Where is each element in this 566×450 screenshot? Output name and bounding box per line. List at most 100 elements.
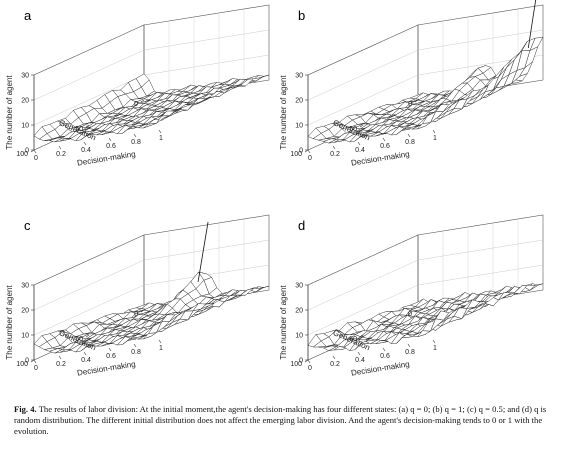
wall-gridline <box>417 29 544 51</box>
z-tick-label: 0 <box>299 358 303 365</box>
x-tick-label: 0.2 <box>56 151 66 158</box>
x-tick-label: 0.8 <box>405 139 415 146</box>
wall-gridline <box>307 49 419 101</box>
x-tick-label: 0.2 <box>330 361 340 368</box>
x-tick-label: 1 <box>433 345 437 352</box>
x-tick-mark <box>133 133 137 138</box>
y-tick-mark <box>30 359 35 363</box>
x-tick-label: 0.6 <box>380 353 390 360</box>
wall-gridline <box>33 284 145 336</box>
x-tick-label: 0 <box>308 365 312 372</box>
x-tick-mark <box>58 355 62 360</box>
panel-label: d <box>298 218 305 233</box>
panel-label: c <box>24 218 31 233</box>
x-tick-mark <box>332 355 336 360</box>
x-tick-mark <box>158 339 162 344</box>
x-tick-label: 0.8 <box>131 349 141 356</box>
wall-gridline <box>143 29 270 51</box>
z-tick-label: 20 <box>21 308 29 315</box>
wall-gridline <box>417 239 544 261</box>
surface-cell <box>427 104 442 116</box>
y-tick-label: 0 <box>408 311 412 318</box>
z-axis-label: The number of agent <box>5 75 14 150</box>
wall-gridline <box>417 264 544 286</box>
y-tick-label: 100 <box>16 361 28 368</box>
wall-gridline <box>33 49 145 101</box>
surface-cell <box>422 111 437 124</box>
z-tick-label: 10 <box>21 333 29 340</box>
x-tick-mark <box>407 343 411 348</box>
y-tick-mark <box>414 99 419 103</box>
x-tick-mark <box>158 129 162 134</box>
y-tick-label: 0 <box>408 101 412 108</box>
z-tick-label: 20 <box>295 308 303 315</box>
x-tick-mark <box>307 359 311 364</box>
wall-gridline <box>33 74 145 126</box>
x-tick-mark <box>133 343 137 348</box>
x-tick-label: 1 <box>433 135 437 142</box>
y-tick-label: 50 <box>349 126 357 133</box>
surface-mesh <box>307 283 544 352</box>
z-axis-label: The number of agent <box>279 75 288 150</box>
x-tick-mark <box>83 351 87 356</box>
y-tick-mark <box>359 334 364 338</box>
x-tick-label: 0 <box>308 155 312 162</box>
x-tick-label: 0.6 <box>106 143 116 150</box>
wall-gridline <box>33 259 145 311</box>
x-tick-mark <box>307 149 311 154</box>
x-tick-mark <box>407 133 411 138</box>
panel-label: a <box>24 8 32 23</box>
y-tick-label: 0 <box>134 311 138 318</box>
y-tick-mark <box>85 124 90 128</box>
figure-caption: Fig. 4. The results of labor division: A… <box>14 404 560 438</box>
y-tick-mark <box>414 309 419 313</box>
surface-mesh <box>33 73 270 143</box>
surface-cell <box>153 110 168 120</box>
z-tick-label: 20 <box>295 98 303 105</box>
x-tick-label: 0 <box>34 365 38 372</box>
x-tick-label: 0.8 <box>131 139 141 146</box>
surface-cell <box>153 314 168 326</box>
x-tick-mark <box>432 339 436 344</box>
x-tick-mark <box>108 137 112 142</box>
y-tick-label: 50 <box>75 336 83 343</box>
z-tick-label: 20 <box>21 98 29 105</box>
x-tick-label: 0.4 <box>355 147 365 154</box>
caption-text: The results of labor division: At the in… <box>14 404 547 437</box>
z-tick-label: 0 <box>25 358 29 365</box>
caption-label: Fig. 4. <box>14 404 37 414</box>
y-tick-mark <box>359 124 364 128</box>
x-tick-label: 0.6 <box>380 143 390 150</box>
x-tick-label: 0.4 <box>81 357 91 364</box>
initial-peak-spike <box>197 221 209 283</box>
y-tick-label: 100 <box>290 151 302 158</box>
surface-cell <box>148 321 163 334</box>
surface-cell <box>427 310 442 323</box>
x-tick-label: 1 <box>159 345 163 352</box>
x-tick-mark <box>357 141 361 146</box>
x-tick-label: 0.8 <box>405 349 415 356</box>
x-tick-label: 0.2 <box>330 151 340 158</box>
x-tick-mark <box>432 129 436 134</box>
y-tick-label: 50 <box>349 336 357 343</box>
x-tick-mark <box>58 145 62 150</box>
z-tick-label: 0 <box>25 148 29 155</box>
x-tick-label: 1 <box>159 135 163 142</box>
x-tick-mark <box>382 137 386 142</box>
x-tick-mark <box>108 347 112 352</box>
y-tick-label: 0 <box>134 101 138 108</box>
y-tick-mark <box>30 149 35 153</box>
x-tick-label: 0 <box>34 155 38 162</box>
x-tick-mark <box>83 141 87 146</box>
z-axis-label: The number of agent <box>5 285 14 360</box>
z-tick-label: 10 <box>295 123 303 130</box>
z-tick-label: 10 <box>21 123 29 130</box>
x-tick-label: 0.2 <box>56 361 66 368</box>
z-tick-label: 0 <box>299 148 303 155</box>
z-tick-label: 30 <box>295 283 303 290</box>
x-tick-mark <box>382 347 386 352</box>
initial-peak-spike <box>527 0 537 49</box>
